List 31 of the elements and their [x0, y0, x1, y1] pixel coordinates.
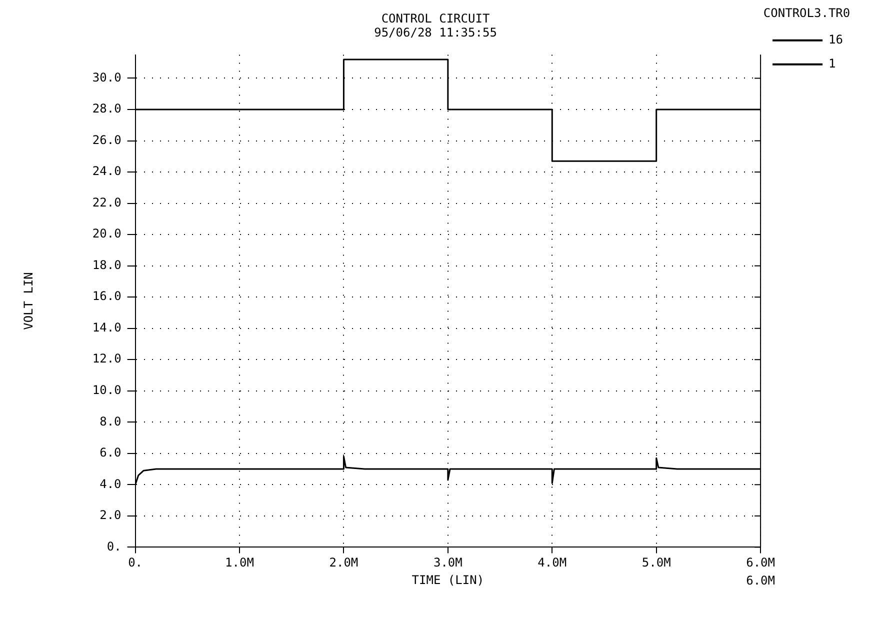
y-tick-label: 20.0	[92, 226, 122, 241]
y-tick-label: 22.0	[92, 195, 122, 210]
y-tick-label: 10.0	[92, 383, 122, 398]
x-tick-label: 1.0M	[225, 556, 254, 570]
y-tick-label: 24.0	[92, 164, 122, 178]
y-tick-label: 26.0	[92, 132, 122, 147]
y-tick-label: 12.0	[92, 352, 122, 366]
y-tick-label: 8.0	[100, 414, 122, 428]
legend-title: CONTROL3.TR0	[763, 6, 850, 20]
x-tick-label: 6.0M	[746, 556, 776, 570]
y-tick-label: 14.0	[92, 320, 122, 334]
y-tick-label: 0.	[106, 539, 122, 554]
y-axis-title: VOLT LIN	[21, 272, 36, 330]
legend-label: 16	[828, 32, 844, 47]
x-tick-label: 4.0M	[538, 556, 567, 570]
y-tick-label: 6.0	[100, 446, 122, 460]
x-tick-label: 5.0M	[642, 556, 671, 570]
y-tick-label: 4.0	[100, 476, 122, 491]
x-tick-label: 3.0M	[433, 556, 462, 570]
x-tick-label: 0.	[128, 556, 143, 570]
text: 6.0M	[746, 573, 776, 588]
y-tick-label: 16.0	[92, 289, 122, 304]
x-tick-label: 2.0M	[329, 556, 358, 570]
y-tick-label: 18.0	[92, 258, 122, 272]
y-tick-label: 2.0	[100, 508, 122, 522]
y-tick-label: 30.0	[92, 70, 122, 84]
chart-title: CONTROL CIRCUIT	[381, 11, 490, 26]
x-axis-title: TIME (LIN)	[412, 572, 484, 587]
y-tick-label: 28.0	[92, 102, 122, 116]
chart-subtitle: 95/06/28 11:35:55	[374, 26, 497, 40]
legend-label: 1	[828, 56, 836, 71]
